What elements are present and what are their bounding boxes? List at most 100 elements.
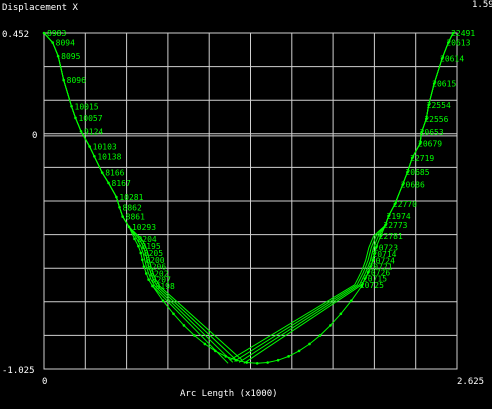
data-point [384,223,387,227]
point-label: 8204 [137,235,156,244]
point-label: 8202 [149,269,168,278]
chart-title: Displacement X [2,3,78,13]
point-label: 20726 [366,268,390,277]
data-point [447,41,450,44]
point-label: 22491 [451,29,475,38]
data-point [350,299,353,302]
data-point [151,284,154,288]
data-point [339,312,343,316]
data-point [432,82,436,85]
data-point [70,104,73,108]
data-point [147,278,150,281]
data-point [56,54,60,58]
corner-annotation: 1.59 [472,0,492,10]
point-label: 8166 [105,169,124,178]
point-label: 21974 [387,212,411,221]
data-point [329,324,332,327]
point-label: 20725 [360,281,384,290]
data-point [379,234,382,238]
point-label: 8862 [123,203,142,212]
point-label: 8983 [47,29,66,38]
data-point [172,312,175,316]
data-point [93,154,96,158]
data-point [214,349,217,353]
point-label: 8207 [152,276,171,285]
plot-frame [43,32,458,370]
x-tick-label-end: 2.625 [457,377,484,387]
data-point [308,342,311,346]
point-label: 22556 [424,115,448,124]
x-axis-label: Arc Length (x1000) [180,389,278,399]
point-label: 20653 [420,128,444,137]
data-point [393,202,397,206]
data-point [406,170,409,174]
point-label: 10293 [132,223,156,232]
point-label: 8198 [156,282,175,291]
data-point [266,361,269,364]
data-point [62,78,65,82]
data-point [42,31,46,35]
data-point [427,103,430,107]
data-point [374,246,378,249]
data-point [107,181,110,185]
point-label: 22781 [379,232,403,241]
point-label: 20723 [374,244,398,253]
data-point [139,251,143,255]
data-point [318,334,322,337]
y-tick-label-zero: 0 [32,131,37,141]
data-point [144,272,148,275]
point-label: 8205 [144,249,163,258]
x-tick-label-start: 0 [42,377,47,387]
data-point [141,258,144,262]
point-label: 20613 [446,39,470,48]
data-point [287,355,290,358]
point-label: 10015 [75,102,99,111]
data-point [142,265,146,268]
point-label: 22554 [427,101,451,110]
data-point [88,145,91,148]
point-label: 10138 [97,152,121,161]
data-point [127,225,131,229]
data-point [79,129,83,133]
point-label: 22719 [410,154,434,163]
curve-lines [43,32,454,364]
point-label: 8195 [141,242,160,251]
point-label: 20685 [405,168,429,177]
data-point [121,215,124,218]
point-label: 8095 [61,52,80,61]
point-label: 10103 [93,143,117,152]
data-point [297,349,301,353]
point-label: 20721 [368,263,392,272]
data-point [440,57,444,60]
point-label: 10057 [78,114,102,123]
point-label: 20714 [372,250,396,259]
data-point [418,142,422,145]
data-point [161,299,165,302]
y-tick-label-top: 0.452 [2,30,29,40]
data-point [369,265,372,268]
data-point [410,156,414,160]
point-label: 8861 [126,213,145,222]
data-point [133,237,136,241]
point-label: 22773 [383,221,407,230]
point-label: 20715 [363,275,387,284]
point-label: 22770 [393,200,417,209]
point-label: 20679 [418,140,442,149]
data-point [137,244,140,248]
point-label: 10281 [119,193,143,202]
data-point [425,117,428,121]
data-point [203,342,207,346]
point-label: 20615 [432,80,456,89]
point-label: 20724 [371,256,395,265]
data-point [373,252,376,256]
data-point [387,214,390,218]
data-point [193,334,196,337]
data-point [366,271,370,274]
data-point [74,116,77,120]
data-point [276,358,280,362]
point-label: 8206 [147,263,166,272]
point-label: 8096 [67,76,86,85]
data-point [51,41,54,44]
